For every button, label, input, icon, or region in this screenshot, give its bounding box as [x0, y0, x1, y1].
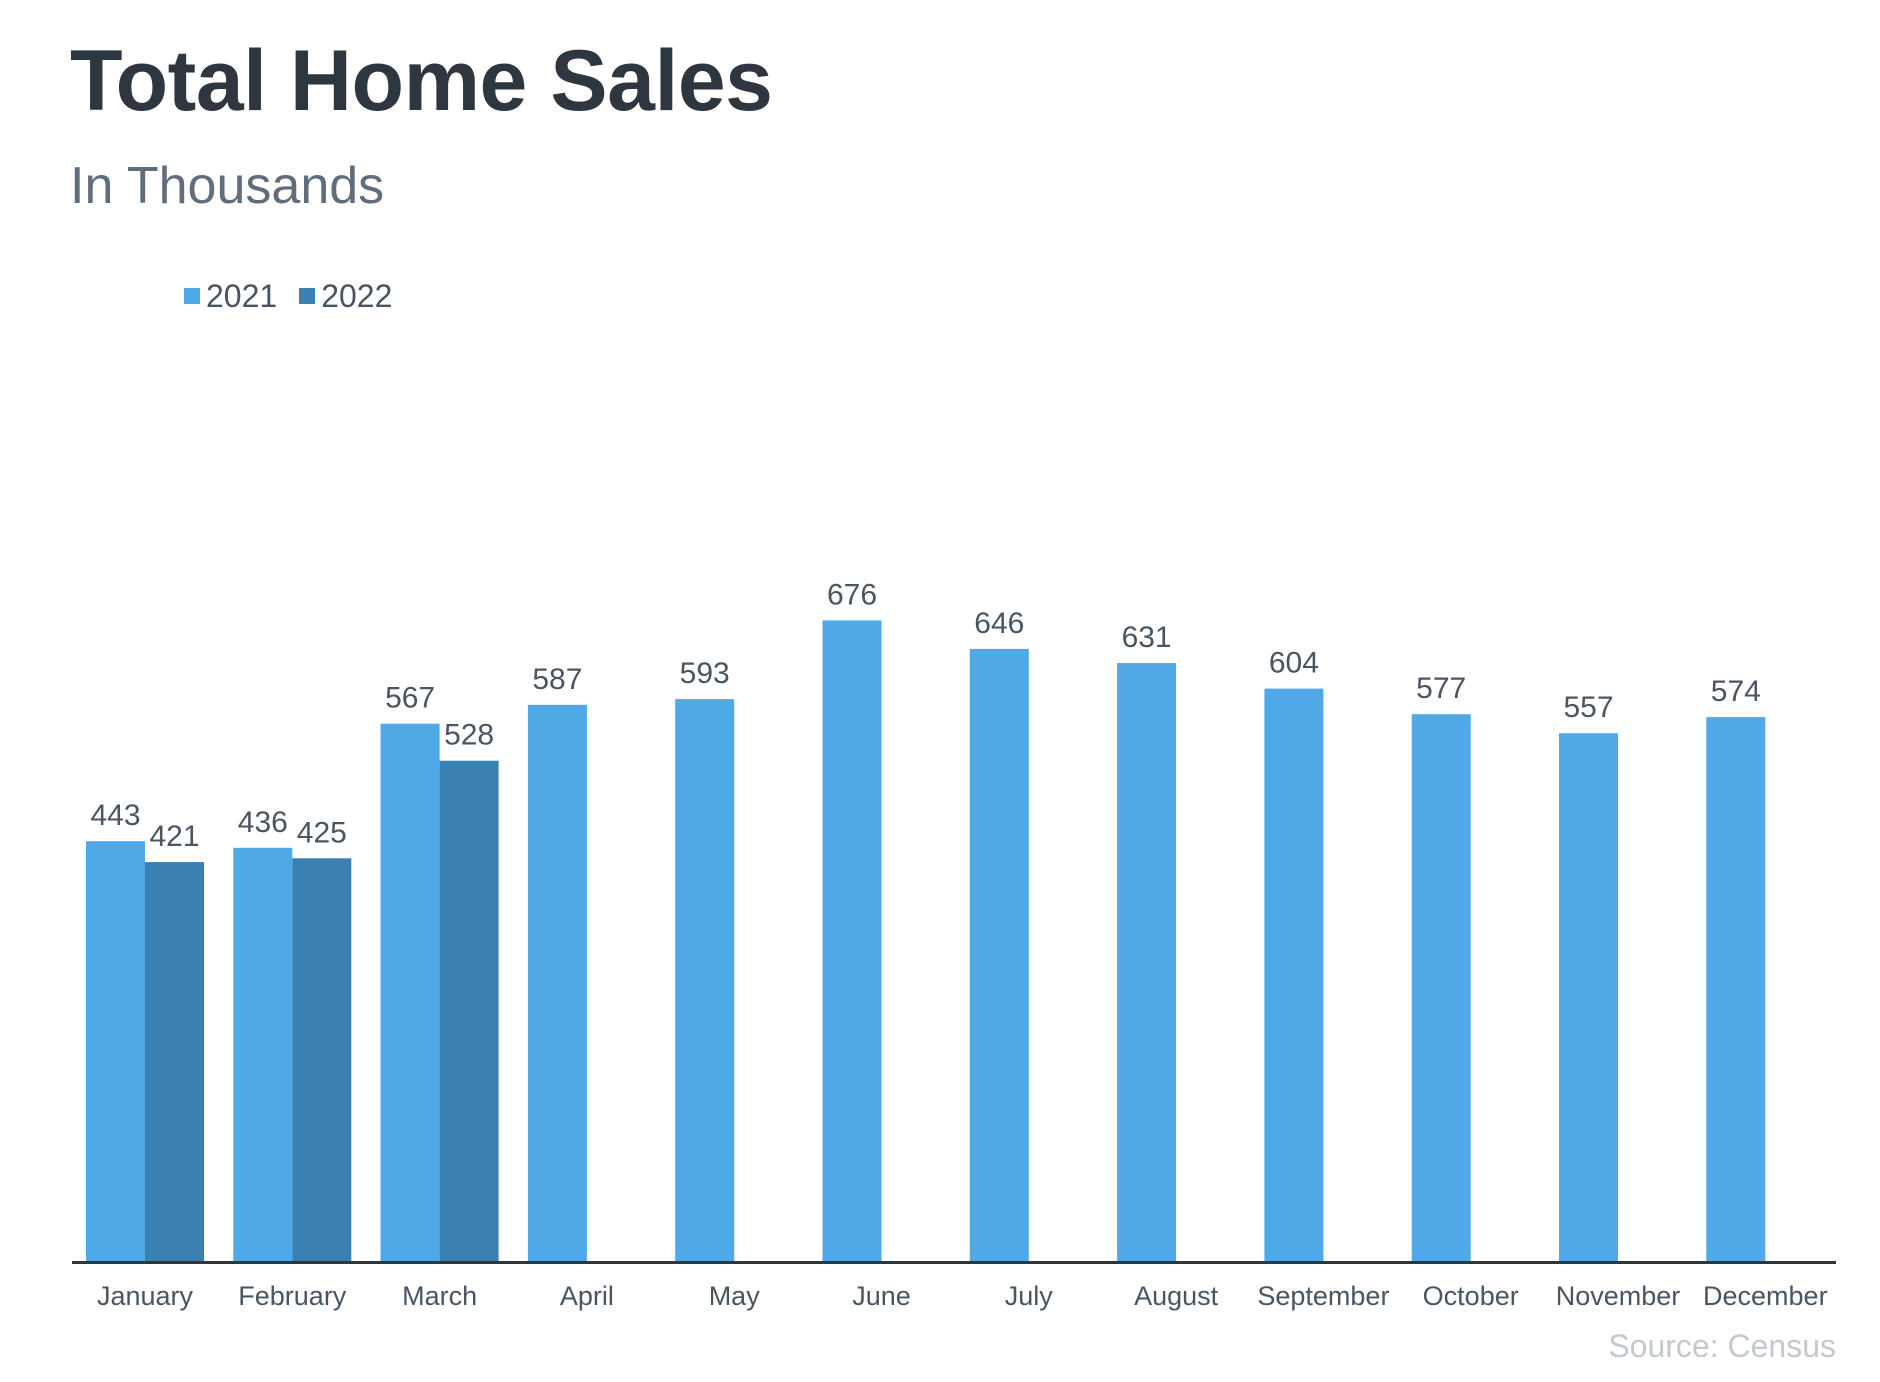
value-label-june-2021: 676	[827, 578, 877, 611]
value-label-march-2021: 567	[385, 682, 435, 715]
legend-item-2021: 2021	[184, 278, 277, 315]
category-label-march: March	[402, 1281, 477, 1311]
value-label-october-2021: 577	[1416, 672, 1466, 705]
value-label-november-2021: 557	[1563, 691, 1613, 724]
bars-layer	[86, 620, 1766, 1261]
category-label-october: October	[1423, 1281, 1519, 1311]
category-labels-layer: January February March April May June July Augu…	[97, 1281, 1828, 1311]
category-label-january: January	[97, 1281, 194, 1311]
chart-title: Total Home Sales	[70, 33, 773, 129]
bar-april-2021	[527, 704, 587, 1261]
value-label-february-2021: 436	[238, 806, 288, 839]
bar-november-2021	[1559, 733, 1618, 1261]
value-label-august-2021: 631	[1122, 621, 1172, 654]
bar-february-2022	[292, 858, 352, 1261]
bar-september-2021	[1264, 688, 1324, 1261]
value-label-may-2021: 593	[680, 657, 730, 690]
chart-legend: 2021 2022	[184, 276, 414, 316]
bar-august-2021	[1117, 663, 1177, 1261]
category-label-november: November	[1556, 1281, 1681, 1311]
legend-swatch-2021	[184, 288, 200, 304]
value-label-february-2022: 425	[297, 816, 347, 849]
bar-march-2021	[380, 723, 440, 1261]
value-label-march-2022: 528	[444, 719, 494, 752]
value-label-january-2021: 443	[90, 799, 140, 832]
category-label-september: September	[1257, 1281, 1389, 1311]
category-label-may: May	[709, 1281, 761, 1311]
legend-label-2021: 2021	[206, 277, 278, 314]
source-note: Source: Census	[1608, 1328, 1836, 1364]
chart-subtitle: In Thousands	[70, 157, 385, 215]
legend-item-2022: 2022	[299, 278, 392, 315]
bar-may-2021	[675, 699, 735, 1261]
legend-swatch-2022	[299, 288, 316, 304]
category-label-august: August	[1134, 1281, 1219, 1311]
category-label-february: February	[238, 1281, 347, 1311]
bar-june-2021	[822, 620, 882, 1261]
value-label-january-2022: 421	[149, 820, 199, 853]
value-label-december-2021: 574	[1711, 675, 1761, 708]
value-label-april-2021: 587	[532, 663, 582, 696]
value-label-july-2021: 646	[974, 607, 1024, 640]
category-label-april: April	[560, 1281, 614, 1311]
category-label-july: July	[1005, 1281, 1054, 1311]
value-labels-layer: 443 421 436 425 567 528 587 593 676 646 631 604 577 5…	[90, 578, 1760, 853]
legend-label-2022: 2022	[321, 277, 393, 314]
category-label-december: December	[1703, 1281, 1828, 1311]
bar-january-2021	[86, 841, 145, 1261]
category-label-june: June	[852, 1281, 911, 1311]
bar-december-2021	[1706, 717, 1766, 1261]
bar-october-2021	[1411, 714, 1471, 1261]
bar-july-2021	[969, 648, 1029, 1261]
bar-january-2022	[145, 862, 204, 1261]
value-label-september-2021: 604	[1269, 647, 1319, 680]
bar-march-2022	[439, 760, 499, 1261]
bar-february-2021	[233, 847, 293, 1261]
